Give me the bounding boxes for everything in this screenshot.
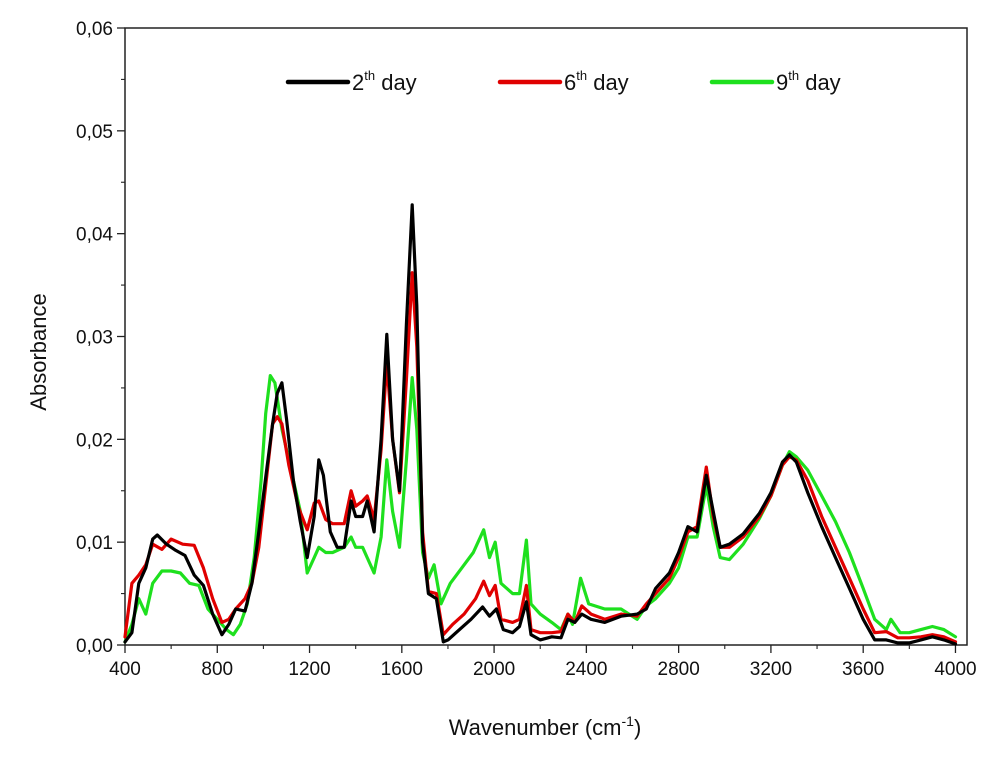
y-tick-label: 0,02 (76, 430, 113, 451)
x-tick-label: 4000 (934, 659, 976, 680)
legend-item-1: 2th day (285, 68, 417, 95)
series-line-3 (123, 374, 958, 644)
legend-label: 2th day (352, 68, 417, 95)
y-tick-label: 0,00 (76, 636, 113, 657)
x-tick-label: 2800 (658, 659, 700, 680)
legend-item-3: 9th day (709, 68, 841, 95)
x-tick-label: 3200 (750, 659, 792, 680)
x-tick-label: 2000 (473, 659, 515, 680)
x-axis-title-sup: -1 (622, 713, 635, 729)
legend-label: 9th day (776, 68, 841, 95)
legend-label: 6th day (564, 68, 629, 95)
series-line-1 (123, 203, 958, 646)
plot-frame (124, 27, 968, 646)
y-tick-label: 0,03 (76, 328, 113, 349)
x-axis-title: Wavenumber (cm-1) (449, 713, 642, 740)
axis-ticks: 400 800 1200 1600 2000 2400 2800 3200 3600 4000 0,… (76, 19, 977, 680)
x-tick-label: 1200 (288, 659, 330, 680)
x-tick-label: 800 (201, 659, 233, 680)
y-tick-label: 0,01 (76, 533, 113, 554)
legend: 2th day 6th day 9th day (285, 68, 841, 95)
x-axis-title-suffix: ) (634, 715, 641, 740)
series-group (123, 203, 958, 646)
x-tick-label: 3600 (842, 659, 884, 680)
x-tick-label: 2400 (565, 659, 607, 680)
x-axis-title-text: Wavenumber (cm (449, 715, 622, 740)
x-tick-label: 1600 (381, 659, 423, 680)
y-tick-label: 0,05 (76, 122, 113, 143)
y-axis-title: Absorbance (26, 293, 51, 410)
legend-item-2: 6th day (497, 68, 629, 95)
x-tick-label: 400 (109, 659, 141, 680)
y-tick-label: 0,06 (76, 19, 113, 40)
y-tick-label: 0,04 (76, 225, 113, 246)
